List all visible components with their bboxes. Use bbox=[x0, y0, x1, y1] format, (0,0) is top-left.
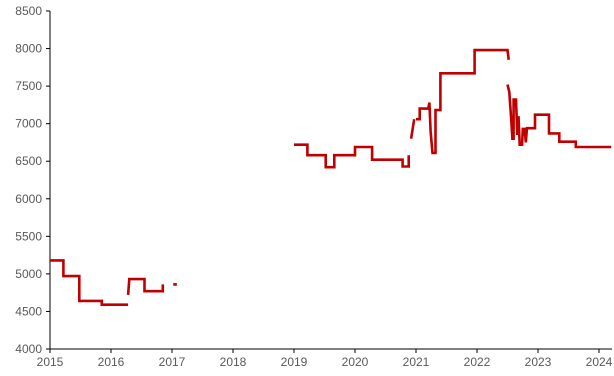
x-tick-label: 2022 bbox=[464, 355, 491, 369]
y-tick-label: 7000 bbox=[15, 117, 42, 131]
series-line-segment bbox=[506, 84, 612, 149]
series-line-segment bbox=[50, 259, 129, 306]
x-tick-label: 2023 bbox=[525, 355, 552, 369]
y-tick-label: 6500 bbox=[15, 154, 42, 168]
y-tick-label: 5000 bbox=[15, 267, 42, 281]
y-tick-label: 4000 bbox=[15, 342, 42, 356]
series-line-segment bbox=[126, 277, 165, 295]
series-line-segment bbox=[416, 48, 510, 155]
x-tick-label: 2020 bbox=[342, 355, 369, 369]
x-tick-label: 2018 bbox=[220, 355, 247, 369]
axes: 4000 4500 5000 5500 6000 6500 7000 7500 8000 8500… bbox=[15, 4, 612, 369]
y-tick-label: 4500 bbox=[15, 304, 42, 318]
y-tick-label: 7500 bbox=[15, 79, 42, 93]
plot-area bbox=[50, 48, 612, 306]
x-tick-label: 2019 bbox=[281, 355, 308, 369]
y-tick-label: 8500 bbox=[15, 4, 42, 18]
x-tick-label: 2016 bbox=[98, 355, 125, 369]
series-line-segment bbox=[409, 118, 416, 139]
y-tick-label: 8000 bbox=[15, 42, 42, 56]
x-tick-label: 2017 bbox=[159, 355, 186, 369]
y-tick-label: 5500 bbox=[15, 229, 42, 243]
x-tick-label: 2015 bbox=[37, 355, 64, 369]
x-tick-label: 2024 bbox=[586, 355, 613, 369]
y-tick-label: 6000 bbox=[15, 192, 42, 206]
series-line-segment bbox=[294, 143, 410, 169]
x-tick-label: 2021 bbox=[403, 355, 430, 369]
